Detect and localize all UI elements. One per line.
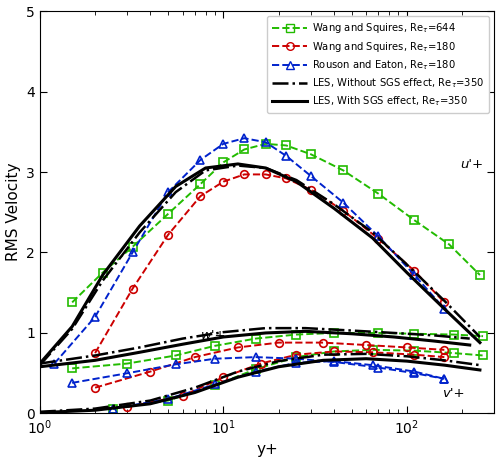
Wang and Squires, Re$_\tau$=180 bbox=[412, 268, 418, 274]
LES, Without SGS effect, Re$_\tau$=350 bbox=[37, 363, 43, 368]
Rouson and Eaton, Re$_\tau$=180 bbox=[52, 361, 58, 366]
Wang and Squires, Re$_\tau$=180 bbox=[283, 175, 289, 181]
LES, Without SGS effect, Re$_\tau$=350 bbox=[370, 230, 376, 235]
LES, With SGS effect, Re$_\tau$=350 bbox=[331, 206, 337, 211]
Wang and Squires, Re$_\tau$=180 bbox=[340, 208, 346, 213]
Rouson and Eaton, Re$_\tau$=180 bbox=[340, 200, 346, 206]
Wang and Squires, Re$_\tau$=644 bbox=[130, 244, 136, 250]
Wang and Squires, Re$_\tau$=644 bbox=[69, 300, 75, 305]
LES, Without SGS effect, Re$_\tau$=350 bbox=[235, 163, 241, 169]
Line: LES, Without SGS effect, Re$_\tau$=350: LES, Without SGS effect, Re$_\tau$=350 bbox=[40, 166, 480, 365]
Wang and Squires, Re$_\tau$=644 bbox=[308, 151, 314, 157]
Rouson and Eaton, Re$_\tau$=180 bbox=[376, 234, 382, 239]
LES, With SGS effect, Re$_\tau$=350 bbox=[100, 272, 105, 278]
Wang and Squires, Re$_\tau$=644 bbox=[412, 218, 418, 223]
LES, With SGS effect, Re$_\tau$=350 bbox=[235, 161, 241, 167]
LES, Without SGS effect, Re$_\tau$=350 bbox=[331, 201, 337, 207]
X-axis label: y+: y+ bbox=[256, 443, 278, 457]
Wang and Squires, Re$_\tau$=644 bbox=[262, 141, 268, 147]
Text: w'+: w'+ bbox=[200, 329, 226, 342]
Wang and Squires, Re$_\tau$=644 bbox=[100, 270, 105, 275]
LES, With SGS effect, Re$_\tau$=350 bbox=[404, 270, 410, 275]
Wang and Squires, Re$_\tau$=644 bbox=[242, 147, 248, 152]
Rouson and Eaton, Re$_\tau$=180 bbox=[412, 272, 418, 278]
Rouson and Eaton, Re$_\tau$=180 bbox=[442, 306, 448, 312]
LES, With SGS effect, Re$_\tau$=350 bbox=[37, 361, 43, 366]
Rouson and Eaton, Re$_\tau$=180 bbox=[220, 141, 226, 147]
Wang and Squires, Re$_\tau$=180 bbox=[92, 350, 98, 356]
LES, Without SGS effect, Re$_\tau$=350 bbox=[100, 278, 105, 283]
LES, Without SGS effect, Re$_\tau$=350 bbox=[262, 165, 268, 171]
Text: v'+: v'+ bbox=[442, 387, 464, 400]
Rouson and Eaton, Re$_\tau$=180 bbox=[283, 153, 289, 159]
Wang and Squires, Re$_\tau$=644 bbox=[283, 143, 289, 148]
LES, With SGS effect, Re$_\tau$=350 bbox=[370, 235, 376, 241]
LES, With SGS effect, Re$_\tau$=350 bbox=[136, 223, 142, 229]
LES, With SGS effect, Re$_\tau$=350 bbox=[69, 324, 75, 329]
Wang and Squires, Re$_\tau$=644 bbox=[477, 272, 483, 278]
Rouson and Eaton, Re$_\tau$=180 bbox=[198, 157, 203, 163]
LES, Without SGS effect, Re$_\tau$=350 bbox=[294, 177, 300, 183]
Wang and Squires, Re$_\tau$=644 bbox=[340, 168, 346, 173]
Y-axis label: RMS Velocity: RMS Velocity bbox=[6, 163, 20, 262]
Wang and Squires, Re$_\tau$=644 bbox=[220, 160, 226, 165]
Rouson and Eaton, Re$_\tau$=180 bbox=[130, 250, 136, 255]
Wang and Squires, Re$_\tau$=180 bbox=[220, 179, 226, 184]
LES, Without SGS effect, Re$_\tau$=350 bbox=[442, 298, 448, 304]
LES, With SGS effect, Re$_\tau$=350 bbox=[202, 165, 208, 171]
LES, With SGS effect, Re$_\tau$=350 bbox=[442, 306, 448, 312]
Line: Wang and Squires, Re$_\tau$=644: Wang and Squires, Re$_\tau$=644 bbox=[68, 140, 484, 306]
Wang and Squires, Re$_\tau$=180 bbox=[165, 232, 171, 238]
LES, Without SGS effect, Re$_\tau$=350 bbox=[404, 262, 410, 267]
Wang and Squires, Re$_\tau$=644 bbox=[446, 242, 452, 247]
LES, With SGS effect, Re$_\tau$=350 bbox=[172, 184, 178, 189]
Wang and Squires, Re$_\tau$=180 bbox=[242, 172, 248, 177]
LES, Without SGS effect, Re$_\tau$=350 bbox=[172, 189, 178, 195]
LES, Without SGS effect, Re$_\tau$=350 bbox=[477, 334, 483, 340]
LES, With SGS effect, Re$_\tau$=350 bbox=[477, 340, 483, 345]
Line: LES, With SGS effect, Re$_\tau$=350: LES, With SGS effect, Re$_\tau$=350 bbox=[40, 164, 480, 363]
Wang and Squires, Re$_\tau$=180 bbox=[262, 172, 268, 177]
LES, With SGS effect, Re$_\tau$=350 bbox=[262, 165, 268, 171]
LES, Without SGS effect, Re$_\tau$=350 bbox=[69, 326, 75, 332]
LES, Without SGS effect, Re$_\tau$=350 bbox=[202, 168, 208, 173]
Rouson and Eaton, Re$_\tau$=180 bbox=[242, 135, 248, 141]
Line: Rouson and Eaton, Re$_\tau$=180: Rouson and Eaton, Re$_\tau$=180 bbox=[50, 134, 448, 367]
Wang and Squires, Re$_\tau$=180 bbox=[308, 187, 314, 193]
Line: Wang and Squires, Re$_\tau$=180: Wang and Squires, Re$_\tau$=180 bbox=[92, 170, 448, 357]
Text: u'+: u'+ bbox=[460, 158, 483, 171]
Wang and Squires, Re$_\tau$=180 bbox=[198, 194, 203, 199]
Rouson and Eaton, Re$_\tau$=180 bbox=[92, 314, 98, 319]
Rouson and Eaton, Re$_\tau$=180 bbox=[165, 189, 171, 195]
Wang and Squires, Re$_\tau$=180 bbox=[130, 286, 136, 292]
Rouson and Eaton, Re$_\tau$=180 bbox=[262, 139, 268, 145]
Wang and Squires, Re$_\tau$=644 bbox=[198, 181, 203, 187]
LES, Without SGS effect, Re$_\tau$=350 bbox=[136, 230, 142, 235]
Wang and Squires, Re$_\tau$=180 bbox=[442, 300, 448, 305]
Wang and Squires, Re$_\tau$=180 bbox=[376, 236, 382, 242]
Rouson and Eaton, Re$_\tau$=180 bbox=[308, 173, 314, 179]
Wang and Squires, Re$_\tau$=644 bbox=[376, 191, 382, 196]
Wang and Squires, Re$_\tau$=644 bbox=[165, 211, 171, 217]
Legend: Wang and Squires, Re$_\tau$=644, Wang and Squires, Re$_\tau$=180, Rouson and Eat: Wang and Squires, Re$_\tau$=644, Wang an… bbox=[267, 16, 490, 113]
LES, With SGS effect, Re$_\tau$=350 bbox=[294, 179, 300, 184]
